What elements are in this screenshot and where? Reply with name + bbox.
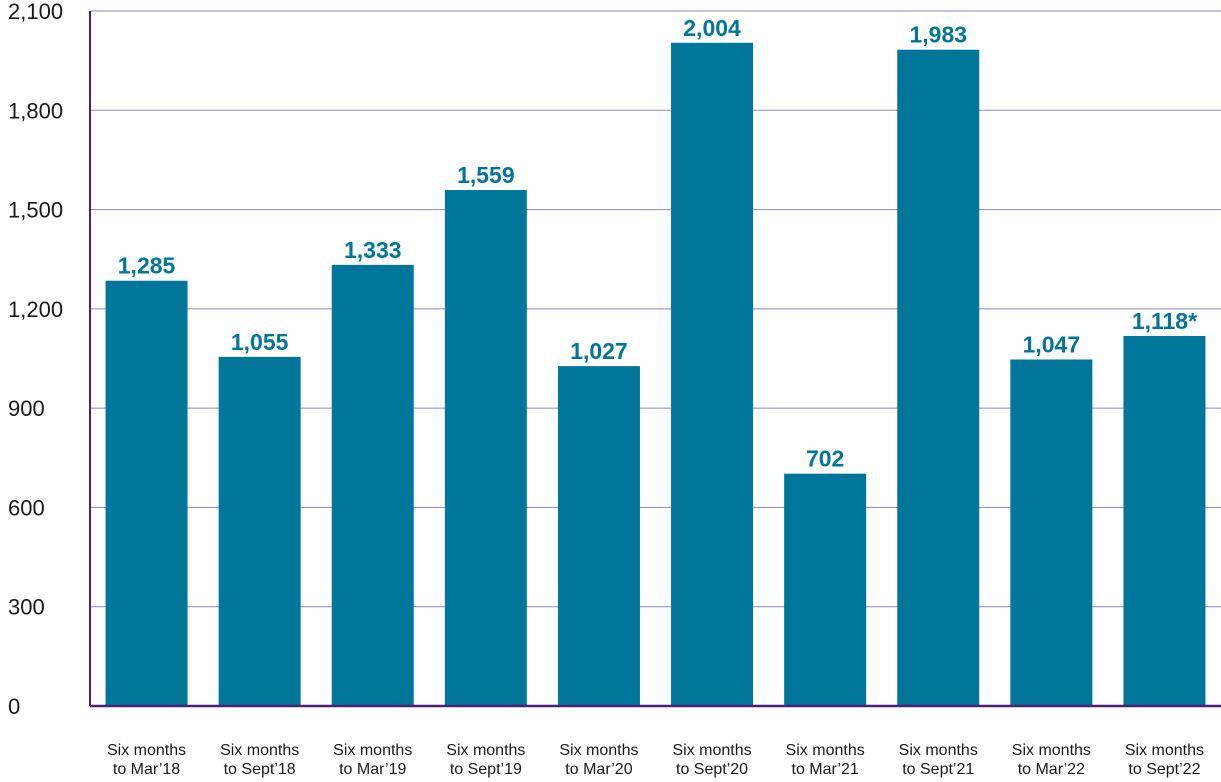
bar [1010,359,1093,706]
y-tick-label: 2,100 [8,0,63,24]
x-tick-label-line: Six months [446,742,525,759]
x-tick-label-line: to Mar’19 [339,761,406,778]
x-tick-label-line: Six months [559,742,638,759]
bars [105,42,1206,707]
x-tick-label-line: Six months [672,742,751,759]
y-tick-label: 1,500 [8,198,63,223]
data-label: 1,559 [457,162,515,188]
x-tick-label: Six months to Mar’20 [559,742,638,778]
x-tick-label-line: Six months [1012,742,1091,759]
data-label: 1,118* [1132,308,1197,334]
x-tick-label: Six months to Mar’19 [333,742,412,778]
x-tick-label-line: Six months [899,742,978,759]
bar [105,280,188,706]
bar [671,42,754,707]
x-tick-label-line: to Sept’19 [450,761,522,778]
x-tick-label: Six months to Sept’21 [899,742,978,778]
y-tick-label: 300 [8,595,45,620]
bar [218,356,301,706]
x-tick-label-line: to Mar’20 [565,761,632,778]
y-tick-label: 600 [8,495,45,520]
axes [89,11,1221,708]
x-tick-label-line: Six months [786,742,865,759]
bar [331,264,414,706]
x-tick-label-line: Six months [333,742,412,759]
x-tick-label-line: to Mar’21 [792,761,859,778]
x-tick-label: Six months to Sept’18 [220,742,299,778]
data-label: 1,047 [1023,331,1081,357]
y-tick-label: 1,200 [8,297,63,322]
x-tick-label-line: Six months [220,742,299,759]
x-tick-label: Six months to Sept’19 [446,742,525,778]
bar [1123,335,1206,706]
data-label: 1,333 [344,237,402,263]
data-label: 702 [806,446,844,472]
x-tick-label-line: Six months [107,742,186,759]
bar [557,366,640,706]
x-tick-label-line: to Sept’22 [1128,761,1200,778]
data-label: 1,055 [231,329,289,355]
y-tick-label: 0 [8,694,20,719]
x-tick-label-line: to Mar’18 [113,761,180,778]
data-label: 2,004 [683,15,741,41]
x-tick-label-line: to Sept’18 [224,761,296,778]
data-label: 1,285 [118,253,176,279]
x-tick-label: Six months to Sept’20 [672,742,751,778]
bar [897,49,980,706]
data-label: 1,983 [909,22,967,48]
y-tick-label: 900 [8,396,45,421]
x-tick-label-line: to Mar’22 [1018,761,1085,778]
x-tick-label: Six months to Mar’18 [107,742,186,778]
x-tick-label: Six months to Sept’22 [1125,742,1204,778]
bar [444,190,527,707]
x-tick-label-line: to Sept’20 [676,761,748,778]
labels: 0 300 600 900 1,200 1,500 1,800 2,100 1,285 Six m… [8,0,1204,778]
x-tick-label-line: Six months [1125,742,1204,759]
data-label: 1,027 [570,338,628,364]
x-tick-label: Six months to Mar’22 [1012,742,1091,778]
bar [784,473,867,706]
y-tick-label: 1,800 [8,98,63,123]
x-tick-label: Six months to Mar’21 [786,742,865,778]
x-tick-label-line: to Sept’21 [902,761,974,778]
